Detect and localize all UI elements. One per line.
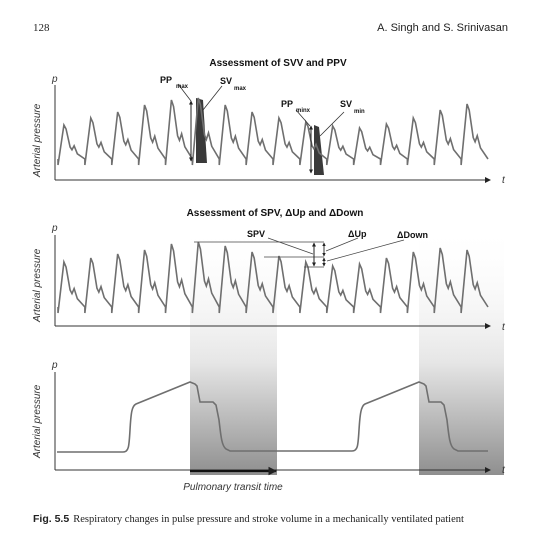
sv-max-leader <box>202 85 223 111</box>
transit-band-left <box>190 225 277 475</box>
spv-leader <box>267 237 314 255</box>
pp-min-text: PP <box>281 99 293 109</box>
figure-caption: Fig. 5.5 Respiratory changes in pulse pre… <box>33 512 508 527</box>
panel3-waveform <box>57 381 488 453</box>
spv-label: SPV <box>247 229 265 239</box>
panel1-y-label: Arterial pressure <box>32 103 43 178</box>
transit-band-right <box>419 225 504 475</box>
caption-text: Respiratory changes in pulse pressure an… <box>73 514 464 525</box>
panel3-y-symbol: p <box>51 360 58 371</box>
delta-up-leader <box>325 237 359 252</box>
panel3-x-symbol: t <box>502 465 506 476</box>
panel1-title: Assessment of SVV and PPV <box>209 58 347 69</box>
panel2-waveform <box>57 241 489 314</box>
delta-up-label: ΔUp <box>348 229 367 239</box>
pp-min-sub: minx <box>296 108 311 114</box>
pp-max-sub: max <box>176 84 189 90</box>
panel1-x-symbol: t <box>502 175 506 186</box>
sv-min-area <box>314 125 324 175</box>
delta-down-label: ΔDown <box>397 230 428 240</box>
panel3-y-label: Arterial pressure <box>32 384 43 459</box>
pp-max-leader <box>177 83 192 102</box>
figure: Assessment of SVV and PPV p t Arterial p… <box>32 58 506 493</box>
caption-label: Fig. 5.5 <box>33 513 70 525</box>
sv-max-area <box>196 98 207 163</box>
delta-down-leader <box>326 239 405 262</box>
pp-max-label: PP <box>160 75 172 85</box>
pp-min-leader <box>295 109 311 127</box>
panel2-title: Assessment of SPV, ΔUp and ΔDown <box>187 208 364 219</box>
panel2-y-symbol: p <box>51 223 58 234</box>
page-number: 128 <box>33 22 50 34</box>
pp-max-text: PP <box>160 75 172 85</box>
running-head: A. Singh and S. Srinivasan <box>377 22 508 34</box>
sv-min-leader <box>319 111 345 137</box>
panel2-y-label: Arterial pressure <box>32 248 43 323</box>
sv-min-sub: min <box>354 109 365 115</box>
sv-min-text: SV <box>340 99 352 109</box>
sv-max-text: SV <box>220 76 232 86</box>
panel1-y-symbol: p <box>51 74 58 85</box>
panel2-x-symbol: t <box>502 322 506 333</box>
panel1-waveform <box>57 97 489 166</box>
transit-label: Pulmonary transit time <box>183 482 283 493</box>
sv-max-sub: max <box>234 86 247 92</box>
